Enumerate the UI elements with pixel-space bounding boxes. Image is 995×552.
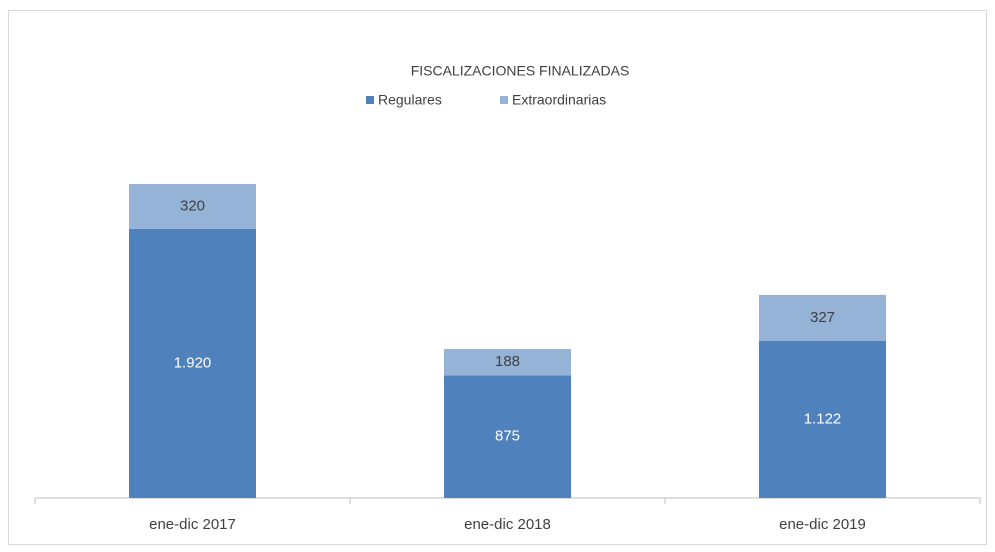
chart-title: FISCALIZACIONES FINALIZADAS	[411, 63, 630, 79]
bar-segment	[759, 294, 886, 341]
data-label: 327	[810, 309, 835, 326]
bar-segment	[444, 375, 571, 498]
data-label: 320	[180, 197, 205, 214]
bar-segment	[129, 228, 256, 498]
bar-segment	[759, 340, 886, 498]
data-label: 1.920	[174, 354, 212, 371]
x-tick-label: ene-dic 2018	[464, 516, 551, 533]
x-tick-label: ene-dic 2019	[779, 516, 866, 533]
x-tick-label: ene-dic 2017	[149, 516, 236, 533]
bar-segment	[444, 348, 571, 376]
legend-label: Extraordinarias	[512, 92, 606, 108]
legend-swatch	[366, 96, 374, 104]
legend-swatch	[500, 96, 508, 104]
bar-segment	[129, 184, 256, 229]
legend-label: Regulares	[378, 92, 442, 108]
data-label: 1.122	[804, 410, 842, 427]
data-label: 875	[495, 428, 520, 445]
data-label: 188	[495, 353, 520, 370]
